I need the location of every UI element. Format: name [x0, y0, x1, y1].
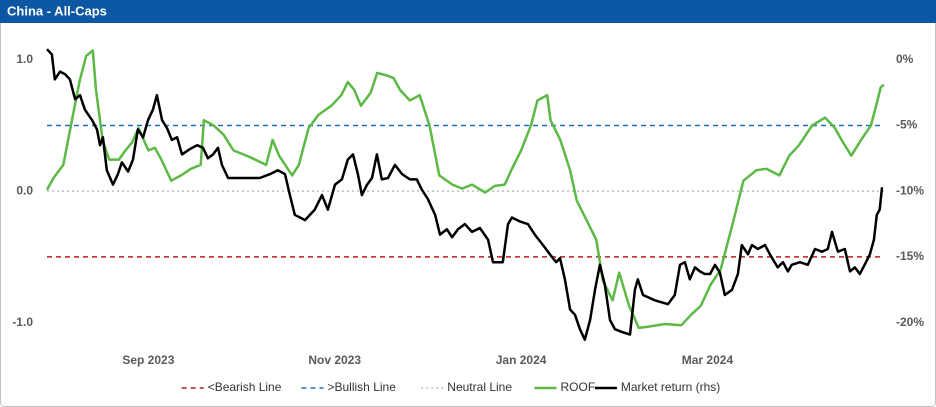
y-tick-label: -1.0: [12, 315, 33, 329]
x-tick-label: Sep 2023: [122, 353, 174, 367]
y2-tick-label: -20%: [896, 315, 924, 329]
legend-label: >Bullish Line: [328, 380, 397, 394]
y2-tick-label: -5%: [896, 118, 918, 132]
y2-tick-label: 0%: [896, 52, 914, 66]
x-tick-label: Mar 2024: [682, 353, 734, 367]
x-tick-label: Nov 2023: [308, 353, 361, 367]
header-bar: [0, 0, 936, 23]
legend-label: Market return (rhs): [621, 380, 720, 394]
y2-tick-label: -10%: [896, 183, 924, 197]
x-tick-label: Jan 2024: [496, 353, 547, 367]
legend-label: Neutral Line: [447, 380, 512, 394]
y-tick-label: 1.0: [16, 52, 33, 66]
y2-tick-label: -15%: [896, 249, 924, 263]
legend-label: ROOF: [561, 380, 596, 394]
series-line: [46, 48, 884, 341]
series-line: [45, 49, 885, 330]
y-tick-label: 0.0: [16, 183, 33, 197]
chart-title: China - All-Caps: [7, 3, 107, 18]
legend-label: <Bearish Line: [208, 380, 282, 394]
